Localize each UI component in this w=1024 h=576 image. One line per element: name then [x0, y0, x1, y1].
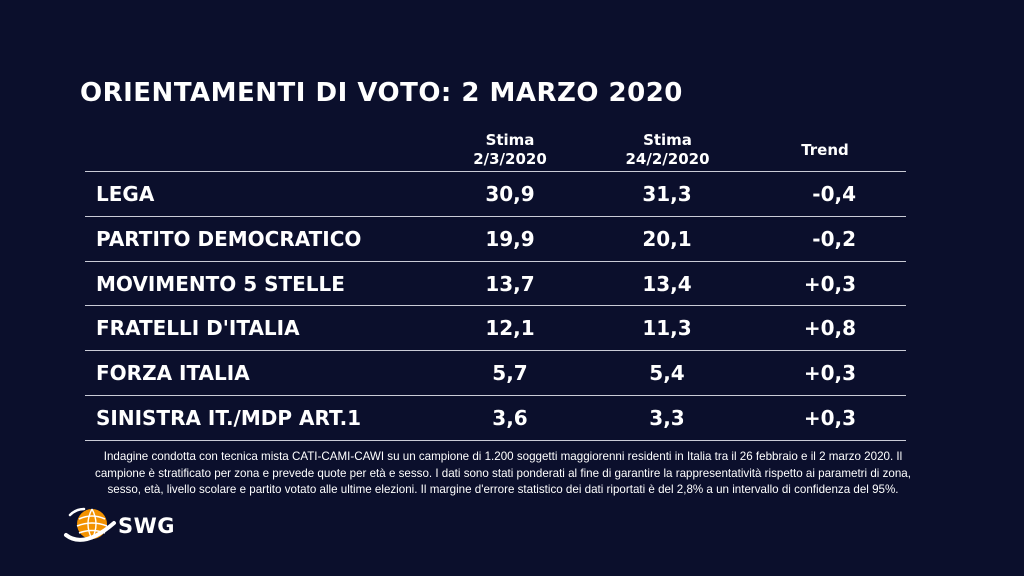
- party-name: SINISTRA IT./MDP ART.1: [96, 406, 362, 430]
- table-rule: [85, 260, 906, 262]
- previous-estimate: 3,3: [649, 406, 685, 430]
- column-header-previous-line2: 24/2/2020: [625, 150, 710, 168]
- party-name: FORZA ITALIA: [96, 361, 250, 386]
- column-header-trend: Trend: [801, 141, 849, 159]
- party-name: FRATELLI D'ITALIA: [96, 316, 300, 341]
- column-header-current: Stima 2/3/2020: [455, 131, 565, 169]
- table-rule: [85, 215, 906, 217]
- party-name: LEGA: [96, 182, 155, 206]
- footnote: Indagine condotta con tecnica mista CATI…: [95, 450, 911, 496]
- column-header-current-line2: 2/3/2020: [473, 150, 547, 168]
- trend-value: +0,3: [803, 271, 856, 296]
- current-estimate: 5,7: [492, 361, 528, 386]
- trend-value: +0,3: [803, 361, 856, 386]
- column-header-current-line1: Stima: [485, 131, 535, 149]
- table-rule: [85, 171, 906, 172]
- table-rule: [85, 305, 906, 307]
- column-header-previous: Stima 24/2/2020: [610, 131, 725, 169]
- current-estimate: 19,9: [485, 226, 535, 251]
- page-title: ORIENTAMENTI DI VOTO: 2 MARZO 2020: [80, 78, 683, 108]
- table-rule: [85, 350, 906, 352]
- table-rule: [85, 439, 906, 441]
- current-estimate: 12,1: [485, 316, 535, 341]
- previous-estimate: 5,4: [649, 361, 685, 386]
- party-name: PARTITO DEMOCRATICO: [96, 226, 362, 251]
- current-estimate: 30,9: [485, 182, 535, 206]
- current-estimate: 3,6: [492, 406, 528, 430]
- trend-value: -0,4: [812, 182, 856, 206]
- previous-estimate: 20,1: [642, 226, 692, 251]
- table-rule: [85, 395, 906, 396]
- trend-value: +0,8: [803, 316, 856, 341]
- current-estimate: 13,7: [485, 271, 535, 296]
- column-header-previous-line1: Stima: [643, 131, 692, 149]
- swg-logo-text: SWG: [118, 514, 176, 538]
- party-name: MOVIMENTO 5 STELLE: [96, 271, 345, 296]
- swg-globe-icon: [64, 507, 116, 542]
- previous-estimate: 31,3: [642, 182, 692, 206]
- previous-estimate: 11,3: [642, 316, 692, 341]
- previous-estimate: 13,4: [642, 271, 692, 296]
- trend-value: +0,3: [803, 406, 856, 430]
- trend-value: -0,2: [812, 226, 856, 251]
